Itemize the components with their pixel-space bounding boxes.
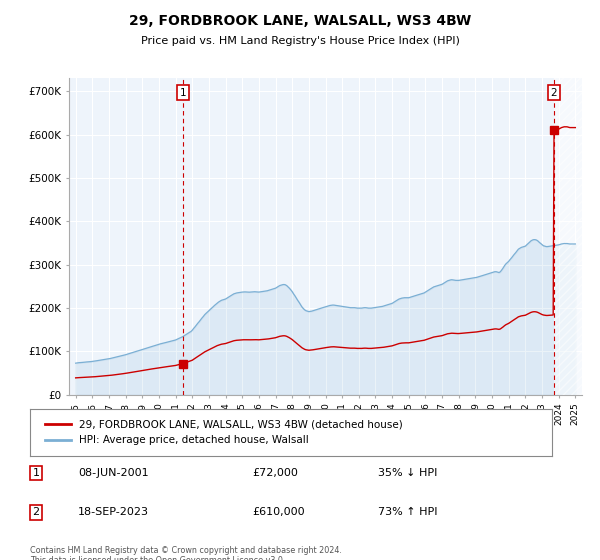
Text: 2: 2 <box>551 88 557 98</box>
Text: Price paid vs. HM Land Registry's House Price Index (HPI): Price paid vs. HM Land Registry's House … <box>140 36 460 46</box>
Text: 1: 1 <box>179 88 186 98</box>
Text: 35% ↓ HPI: 35% ↓ HPI <box>378 468 437 478</box>
Bar <box>554 78 599 395</box>
Text: 08-JUN-2001: 08-JUN-2001 <box>78 468 149 478</box>
Text: 29, FORDBROOK LANE, WALSALL, WS3 4BW: 29, FORDBROOK LANE, WALSALL, WS3 4BW <box>129 14 471 28</box>
Legend: 29, FORDBROOK LANE, WALSALL, WS3 4BW (detached house), HPI: Average price, detac: 29, FORDBROOK LANE, WALSALL, WS3 4BW (de… <box>40 416 407 449</box>
Text: £72,000: £72,000 <box>252 468 298 478</box>
Text: 18-SEP-2023: 18-SEP-2023 <box>78 507 149 517</box>
Text: Contains HM Land Registry data © Crown copyright and database right 2024.
This d: Contains HM Land Registry data © Crown c… <box>30 546 342 560</box>
Text: 2: 2 <box>32 507 40 517</box>
Text: 1: 1 <box>32 468 40 478</box>
Text: £610,000: £610,000 <box>252 507 305 517</box>
Text: 73% ↑ HPI: 73% ↑ HPI <box>378 507 437 517</box>
